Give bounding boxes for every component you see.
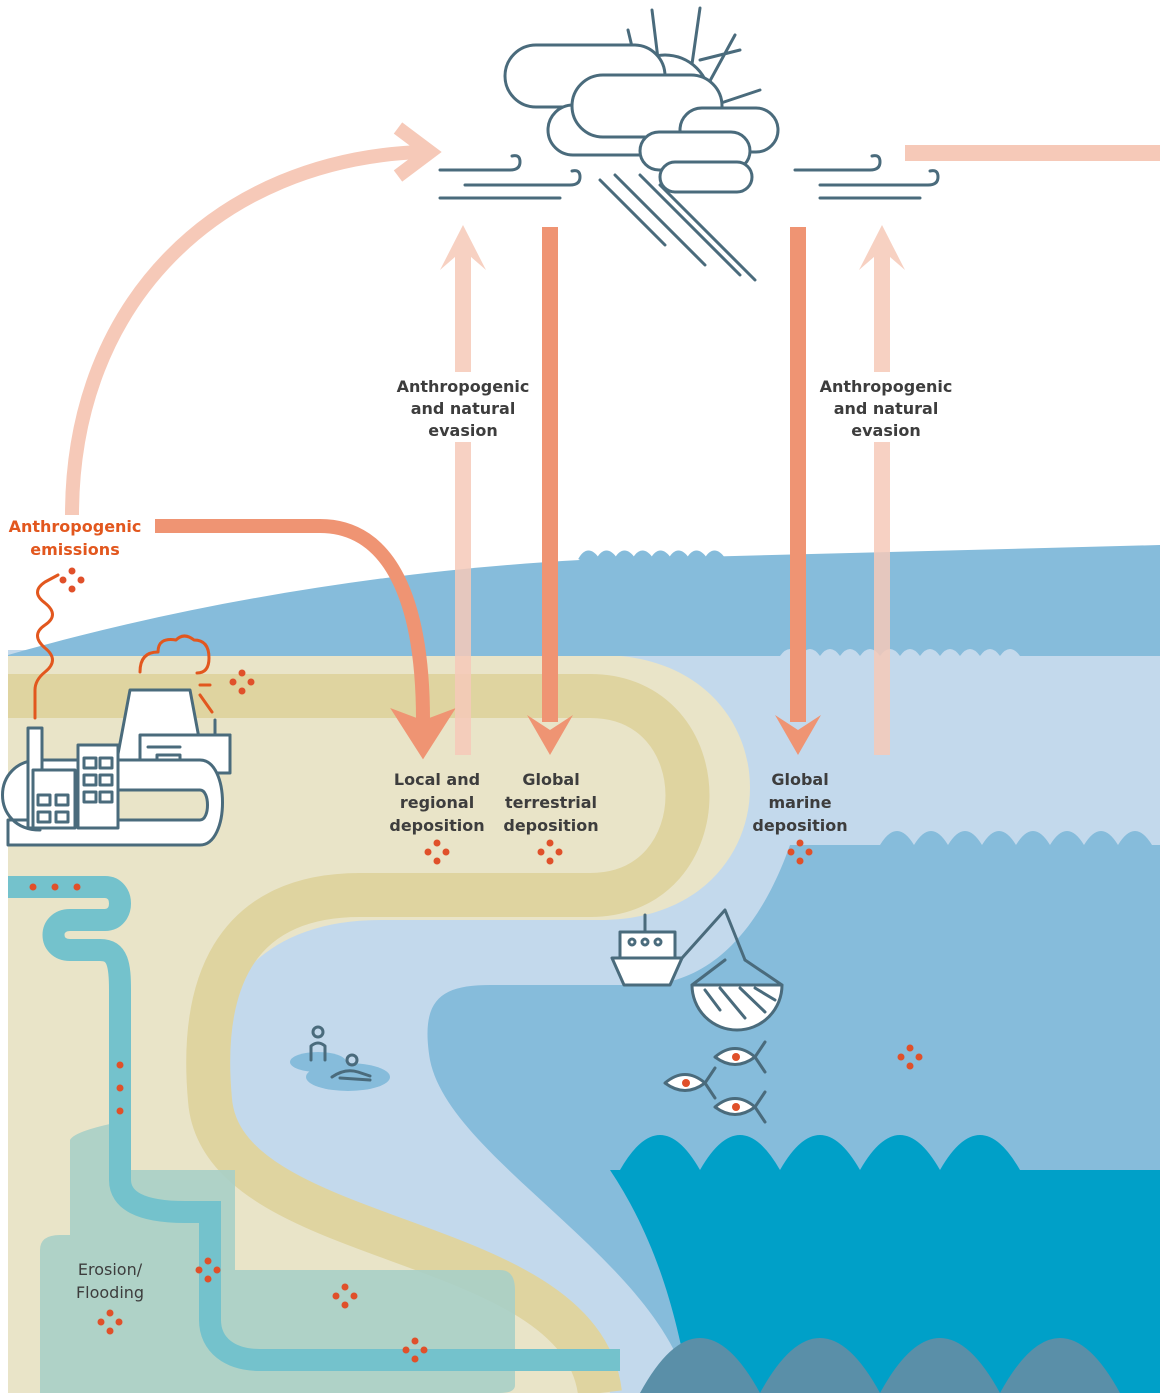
swimmer-icon <box>290 1025 390 1091</box>
deep-ocean <box>610 1170 1160 1393</box>
transport-arrow <box>65 145 421 516</box>
deposition-arrows <box>527 227 821 755</box>
label: and natural <box>411 399 516 418</box>
river <box>8 876 620 1371</box>
label: Anthropogenic <box>9 517 142 536</box>
weather-icon <box>438 6 940 282</box>
label: evasion <box>428 421 497 440</box>
label: deposition <box>389 816 484 835</box>
arrow-head <box>393 122 442 182</box>
waves <box>880 831 1152 845</box>
label: Anthropogenic <box>820 377 953 396</box>
label: Erosion/ <box>78 1260 143 1279</box>
land-band <box>8 674 710 1393</box>
label: deposition <box>503 816 598 835</box>
label: Local and <box>394 770 480 789</box>
label: terrestrial <box>505 793 597 812</box>
ocean-horizon <box>8 545 1160 656</box>
label: evasion <box>851 421 920 440</box>
arrow-head <box>390 708 456 760</box>
boat-icon <box>610 908 784 1032</box>
label: emissions <box>30 540 119 559</box>
emission-arrow <box>155 519 430 721</box>
waves <box>578 550 726 564</box>
label: deposition <box>752 816 847 835</box>
label: Anthropogenic <box>397 377 530 396</box>
label-bg <box>818 372 944 442</box>
label: Global <box>522 770 579 789</box>
factory-icon <box>1 573 232 847</box>
mercury-dots <box>29 567 923 1363</box>
label: marine <box>768 793 831 812</box>
erosion-area <box>40 1120 515 1393</box>
label: regional <box>400 793 474 812</box>
label: and natural <box>834 399 939 418</box>
waves <box>640 1338 1120 1393</box>
waves <box>620 1135 1020 1170</box>
label: Global <box>771 770 828 789</box>
label-bg <box>400 372 526 442</box>
label: Flooding <box>76 1283 144 1302</box>
